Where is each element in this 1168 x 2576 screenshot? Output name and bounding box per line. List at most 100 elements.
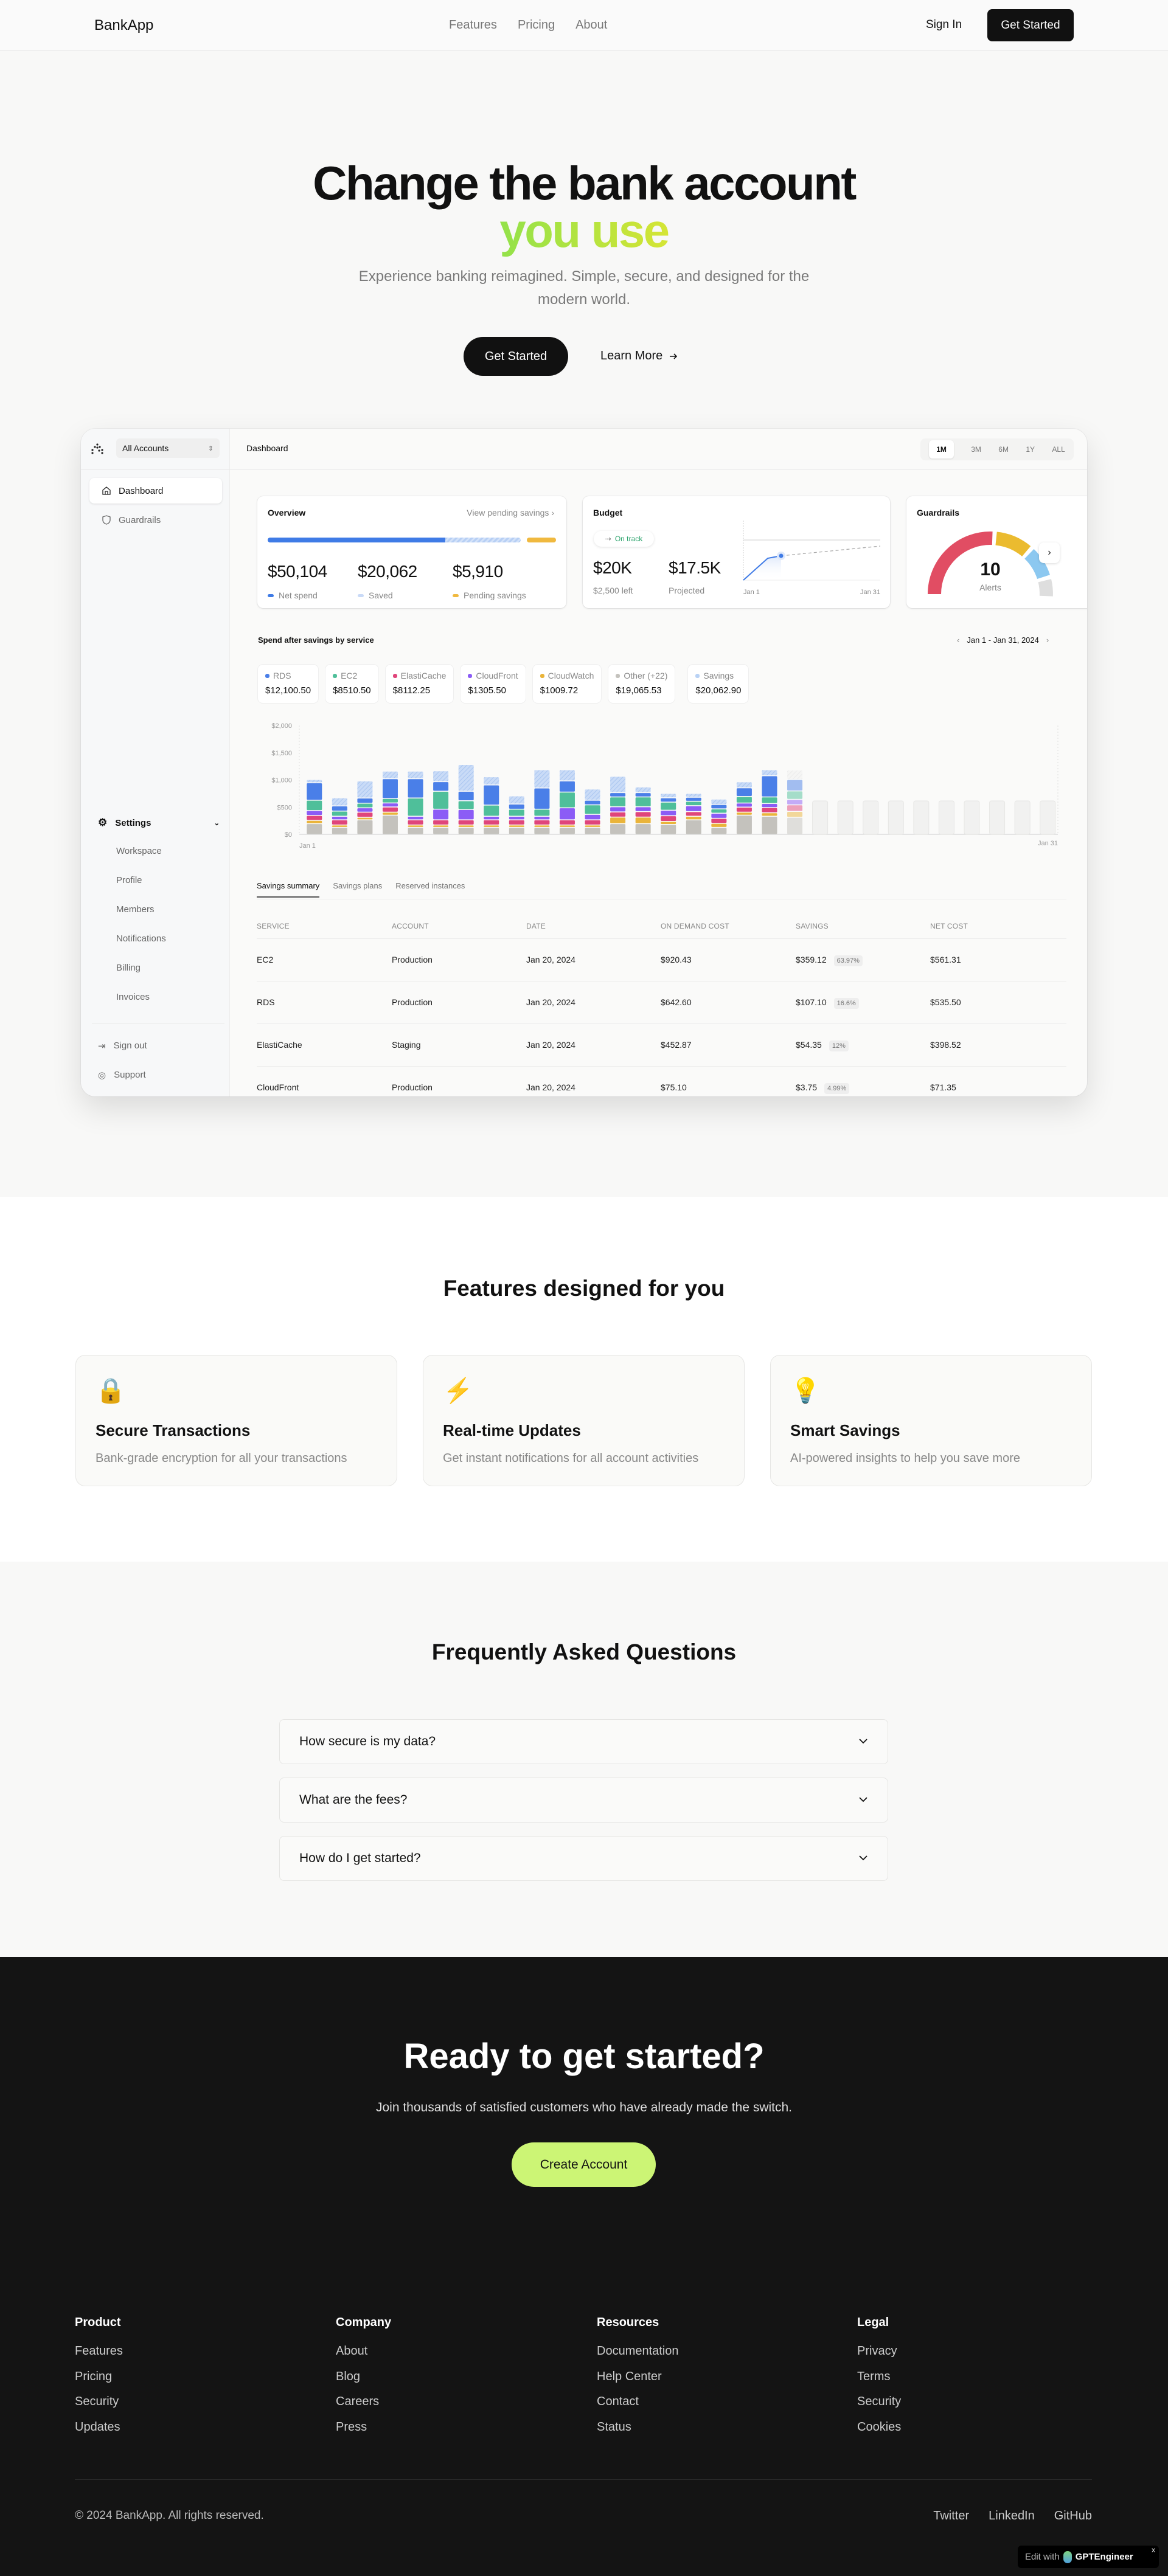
bar-segment-cloudfront[interactable] [509,817,524,820]
bar-segment-other-22-[interactable] [686,820,701,834]
sidebar-item-invoices[interactable]: Invoices [116,992,150,1002]
column-header[interactable]: SERVICE [257,922,290,930]
bar-segment-savings[interactable] [585,789,600,800]
bar-segment-elasticache[interactable] [382,807,398,812]
bar-segment-elasticache[interactable] [408,820,423,825]
footer-link[interactable]: Status [597,2420,631,2434]
bar-segment-savings[interactable] [484,777,499,785]
bar-segment-cloudfront[interactable] [711,814,727,818]
bar-segment-rds[interactable] [762,776,777,797]
nav-get-started-button[interactable]: Get Started [987,9,1074,41]
bar-segment-rds[interactable] [686,797,701,801]
bar-segment-savings[interactable] [762,770,777,775]
bar-segment-savings[interactable] [610,777,626,792]
bar-segment-cloudfront[interactable] [332,817,347,820]
social-link-linkedin[interactable]: LinkedIn [989,2509,1035,2522]
footer-link[interactable]: Updates [75,2420,120,2434]
legend-card[interactable]: CloudFront $1305.50 [461,665,526,703]
chevron-left-icon[interactable]: ‹ [957,635,960,645]
bar-segment-savings[interactable] [509,796,524,804]
faq-item[interactable]: How secure is my data? [279,1719,888,1764]
column-header[interactable]: NET COST [930,922,968,930]
bar-segment-savings[interactable] [382,771,398,778]
sidebar-item-members[interactable]: Members [116,904,155,915]
footer-link[interactable]: Security [857,2395,902,2408]
bar-segment-savings[interactable] [711,799,727,805]
bar-segment-cloudfront[interactable] [635,807,651,811]
bar-segment-cloudfront[interactable] [610,807,626,812]
bar-segment-rds[interactable] [585,800,600,805]
bar-segment-cloudfront[interactable] [408,817,423,820]
chevron-right-icon[interactable]: › [1046,635,1049,645]
footer-link[interactable]: Press [336,2420,367,2434]
bar-segment-ec2[interactable] [736,797,752,803]
bar-segment-elasticache[interactable] [736,807,752,812]
bar-segment-savings[interactable] [661,794,676,798]
bar-segment-cloudwatch[interactable] [484,825,499,827]
bar-segment-rds[interactable] [661,798,676,802]
footer-link[interactable]: Blog [336,2369,361,2383]
bar-segment-cloudfront[interactable] [357,808,373,812]
sign-out-button[interactable]: ⇥ Sign out [98,1040,147,1051]
bar-segment-cloudwatch[interactable] [433,825,449,827]
bar-segment-elasticache[interactable] [686,812,701,816]
bar-segment-other-22-[interactable] [357,820,373,834]
footer-link[interactable]: Careers [336,2395,380,2408]
bar-segment-ec2[interactable] [382,798,398,803]
sidebar-item-notifications[interactable]: Notifications [116,933,166,944]
bar-segment-cloudfront[interactable] [762,803,777,808]
bar-segment-ec2[interactable] [458,801,474,809]
period-tab-1y[interactable]: 1Y [1026,445,1035,454]
nav-link-features[interactable]: Features [449,18,497,32]
bar-segment-rds[interactable] [635,793,651,797]
bar-segment-savings[interactable] [332,798,347,806]
bar-segment-rds[interactable] [332,806,347,811]
bar-segment-rds[interactable] [787,780,803,791]
bar-segment-elasticache[interactable] [357,812,373,817]
social-link-github[interactable]: GitHub [1054,2509,1092,2522]
footer-link[interactable]: Security [75,2395,119,2408]
bar-segment-rds[interactable] [711,805,727,809]
sidebar-item-billing[interactable]: Billing [116,963,141,973]
bar-segment-savings[interactable] [458,764,474,791]
bar-segment-elasticache[interactable] [661,816,676,822]
bar-segment-other-22-[interactable] [509,828,524,834]
bar-segment-savings[interactable] [357,781,373,798]
footer-link[interactable]: Privacy [857,2344,897,2358]
bar-segment-elasticache[interactable] [762,808,777,812]
view-pending-savings-link[interactable]: View pending savings › [467,508,554,518]
bar-segment-ec2[interactable] [686,802,701,806]
footer-link[interactable]: Pricing [75,2369,113,2383]
period-tab-6m[interactable]: 6M [998,445,1009,454]
faq-item[interactable]: How do I get started? [279,1836,888,1881]
bar-segment-ec2[interactable] [484,805,499,816]
bar-segment-elasticache[interactable] [458,820,474,825]
bar-segment-rds[interactable] [559,781,575,792]
bar-segment-other-22-[interactable] [332,828,347,834]
bar-segment-ec2[interactable] [762,797,777,803]
footer-link[interactable]: Documentation [597,2344,679,2358]
bar-segment-ec2[interactable] [332,811,347,816]
bar-segment-ec2[interactable] [559,792,575,808]
social-link-twitter[interactable]: Twitter [933,2509,970,2522]
bar-segment-cloudwatch[interactable] [534,825,550,827]
bar-segment-cloudwatch[interactable] [332,825,347,827]
bar-segment-elasticache[interactable] [509,820,524,825]
bar-segment-cloudfront[interactable] [534,817,550,820]
bar-segment-ec2[interactable] [585,805,600,814]
bar-segment-other-22-[interactable] [458,828,474,834]
bar-segment-savings[interactable] [635,787,651,792]
bar-segment-cloudwatch[interactable] [307,820,322,823]
column-header[interactable]: DATE [526,922,546,930]
learn-more-button[interactable]: Learn More [600,349,678,363]
bar-segment-cloudwatch[interactable] [787,811,803,817]
bar-segment-cloudfront[interactable] [736,803,752,807]
sidebar-item-workspace[interactable]: Workspace [116,846,162,856]
sidebar-item-dashboard[interactable]: Dashboard [89,478,222,504]
bar-segment-cloudwatch[interactable] [382,812,398,815]
bar-segment-savings[interactable] [686,794,701,797]
bar-segment-ec2[interactable] [509,809,524,816]
period-tab-1m[interactable]: 1M [929,440,954,459]
bar-segment-ec2[interactable] [610,797,626,806]
bar-segment-cloudfront[interactable] [686,806,701,811]
